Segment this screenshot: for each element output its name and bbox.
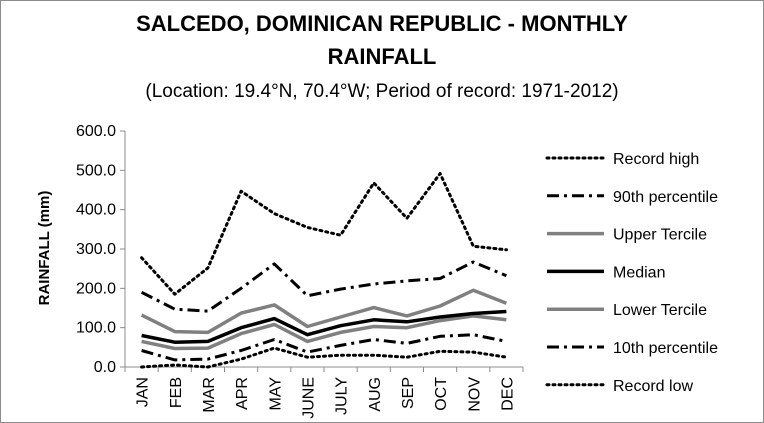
- chart-title-line-1: SALCEDO, DOMINICAN REPUBLIC - MONTHLY: [136, 11, 628, 36]
- series-line-median: [141, 309, 507, 344]
- x-tick-label: SEP: [400, 377, 417, 409]
- x-tick-label: JAN: [135, 377, 152, 407]
- x-tick-label: FEB: [168, 377, 185, 408]
- series-line-lower-tercile: [141, 314, 507, 351]
- x-tick-label: NOV: [466, 377, 483, 412]
- legend-label: Record low: [613, 378, 693, 395]
- y-tick-label: 400.0: [76, 202, 116, 219]
- series-line-record-high: [140, 172, 508, 296]
- chart-subtitle: (Location: 19.4°N, 70.4°W; Period of rec…: [145, 81, 618, 102]
- y-tick-label: 500.0: [76, 162, 116, 179]
- legend-label: Upper Tercile: [613, 227, 707, 244]
- x-tick-label: MAR: [201, 377, 218, 413]
- x-tick-label: MAY: [267, 377, 284, 411]
- legend-label: 10th percentile: [613, 340, 718, 357]
- y-tick-label: 600.0: [76, 123, 116, 140]
- y-tick-label: 100.0: [76, 320, 116, 337]
- x-tick-label: JUNE: [300, 377, 317, 419]
- plot-area: 0.0 100.0 200.0 300.0 400.0 500.0 600.0 JAN FEB M…: [76, 123, 524, 419]
- x-tick-label: DEC: [499, 377, 516, 411]
- y-axis-label: RAINFALL (mm): [36, 191, 53, 306]
- y-tick-label: 300.0: [76, 241, 116, 258]
- legend-label: 90th percentile: [613, 189, 718, 206]
- x-tick-label: APR: [234, 377, 251, 410]
- chart-title-line-2: RAINFALL: [328, 44, 437, 69]
- series-line-record-low: [140, 346, 508, 369]
- y-tick-label: 200.0: [76, 280, 116, 297]
- x-tick-label: JULY: [334, 377, 351, 415]
- legend-label: Median: [613, 264, 665, 281]
- series-line-upper-tercile: [140, 288, 508, 335]
- x-tick-label: OCT: [433, 377, 450, 411]
- legend: Record high 90th percentile Upper Tercile M…: [545, 151, 718, 395]
- legend-label: Lower Tercile: [613, 302, 707, 319]
- series-line-90th-percentile: [140, 260, 507, 313]
- y-tick-label: 0.0: [94, 359, 116, 376]
- x-tick-label: AUG: [367, 377, 384, 412]
- legend-label: Record high: [613, 151, 699, 168]
